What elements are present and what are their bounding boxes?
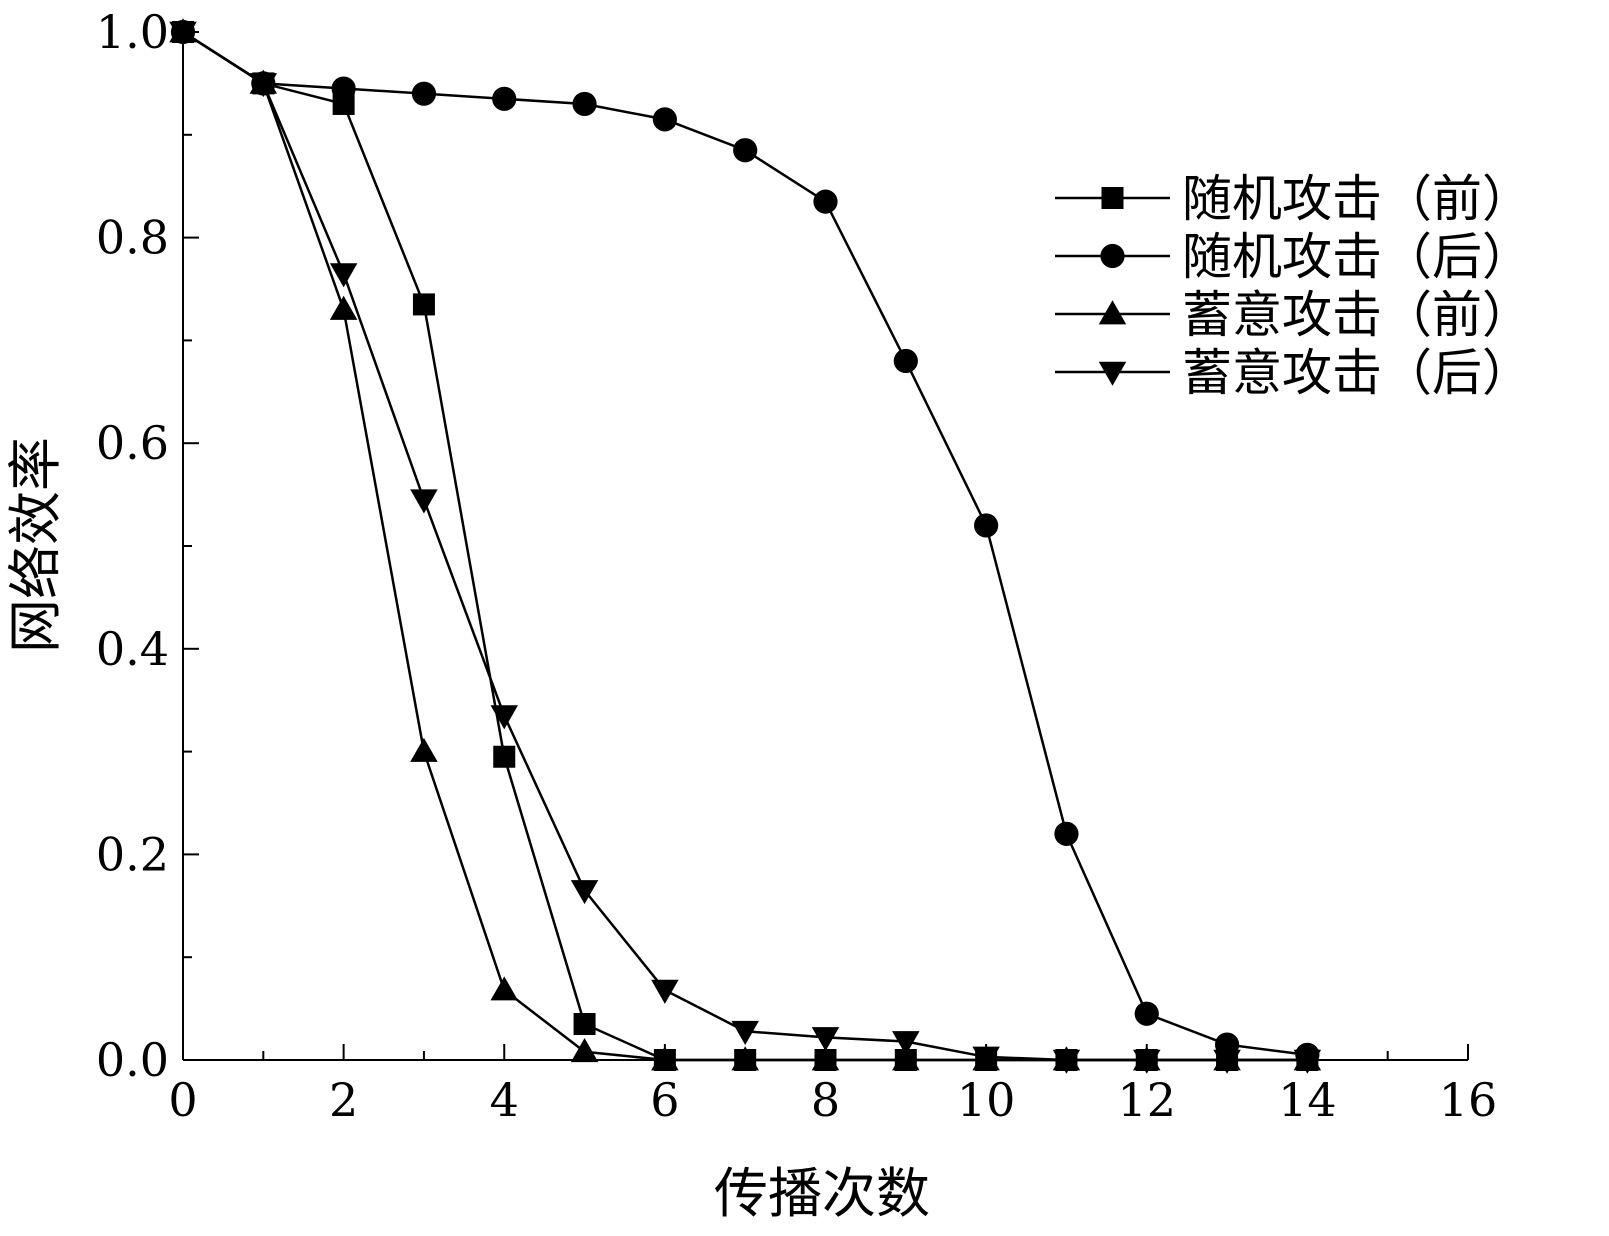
data-point: [651, 979, 679, 1004]
y-axis-title: 网络效率: [4, 437, 67, 653]
series-2: [170, 19, 1320, 1067]
legend-label: 蓄意攻击（前）: [1182, 286, 1532, 344]
data-point: [412, 293, 435, 316]
series-3: [169, 18, 1322, 1071]
data-point: [1054, 821, 1079, 846]
data-point: [1052, 1049, 1081, 1074]
data-point: [570, 880, 599, 905]
data-point: [811, 1046, 840, 1071]
legend-entry: 蓄意攻击（后）: [1055, 344, 1532, 402]
y-tick-label: 0.2: [96, 827, 169, 881]
x-tick-label: 8: [811, 1073, 840, 1127]
legend-marker: [1098, 300, 1127, 325]
data-point: [813, 189, 838, 214]
series-4: [169, 21, 1322, 1074]
x-tick-label: 10: [957, 1073, 1016, 1127]
data-point: [492, 86, 517, 111]
legend: 随机攻击（前）随机攻击（后）蓄意攻击（前）蓄意攻击（后）: [1055, 170, 1532, 402]
data-point: [733, 138, 758, 163]
data-point: [490, 705, 518, 730]
x-tick-label: 14: [1278, 1073, 1337, 1127]
series-layer: [169, 18, 1322, 1074]
series-line: [182, 30, 1308, 1057]
data-point: [731, 1020, 759, 1045]
x-tick-label: 4: [490, 1073, 519, 1127]
data-point: [811, 1027, 840, 1052]
data-point: [410, 737, 438, 762]
y-tick-label: 0.8: [96, 211, 169, 265]
x-tick-label: 0: [168, 1073, 197, 1127]
series-line: [182, 30, 1308, 1062]
data-point: [1293, 1049, 1322, 1074]
data-point: [731, 1046, 759, 1071]
legend-label: 蓄意攻击（后）: [1182, 344, 1532, 402]
data-point: [331, 76, 356, 101]
data-point: [572, 91, 597, 117]
legend-marker: [1100, 243, 1125, 269]
y-tick-label: 0.0: [96, 1033, 169, 1087]
series-1: [172, 21, 1319, 1071]
data-point: [972, 1046, 1000, 1071]
data-point: [570, 1038, 599, 1063]
data-point: [1213, 1049, 1241, 1074]
data-point: [411, 81, 437, 106]
x-tick-label: 12: [1117, 1073, 1176, 1127]
x-tick-label: 16: [1439, 1073, 1498, 1127]
data-point: [573, 1013, 596, 1036]
data-point: [1134, 1001, 1159, 1026]
data-point: [329, 295, 358, 320]
data-point: [493, 745, 516, 768]
data-point: [169, 21, 197, 46]
y-tick-label: 0.4: [96, 622, 169, 676]
x-axis-ticks: 0 2 4 6 8 10 12 14 16: [168, 1044, 1497, 1127]
y-tick-label: 0.6: [96, 416, 169, 470]
series-line: [182, 30, 1308, 1062]
data-point: [974, 513, 999, 538]
data-point: [329, 263, 358, 288]
x-axis-title: 传播次数: [714, 1162, 930, 1225]
y-axis-ticks: 0.0 0.2 0.4 0.6 0.8 1.0: [96, 5, 199, 1087]
legend-entry: 随机攻击（前）: [1055, 170, 1532, 228]
data-point: [893, 348, 918, 374]
legend-entry: 随机攻击（后）: [1055, 228, 1532, 286]
data-point: [490, 976, 518, 1001]
y-tick-label: 1.0: [96, 5, 169, 59]
data-point: [892, 1046, 920, 1071]
data-point: [892, 1031, 920, 1056]
series-line: [182, 30, 1308, 1062]
legend-label: 随机攻击（后）: [1182, 228, 1532, 286]
data-point: [410, 489, 438, 514]
data-point: [249, 73, 278, 98]
legend-entry: 蓄意攻击（前）: [1055, 286, 1532, 344]
legend-marker: [1098, 361, 1127, 386]
data-point: [1133, 1049, 1161, 1074]
legend-label: 随机攻击（前）: [1182, 170, 1532, 228]
x-tick-label: 2: [329, 1073, 358, 1127]
data-point: [651, 1046, 679, 1071]
legend-marker: [1101, 187, 1124, 209]
x-tick-label: 6: [650, 1073, 679, 1127]
data-point: [652, 107, 677, 132]
